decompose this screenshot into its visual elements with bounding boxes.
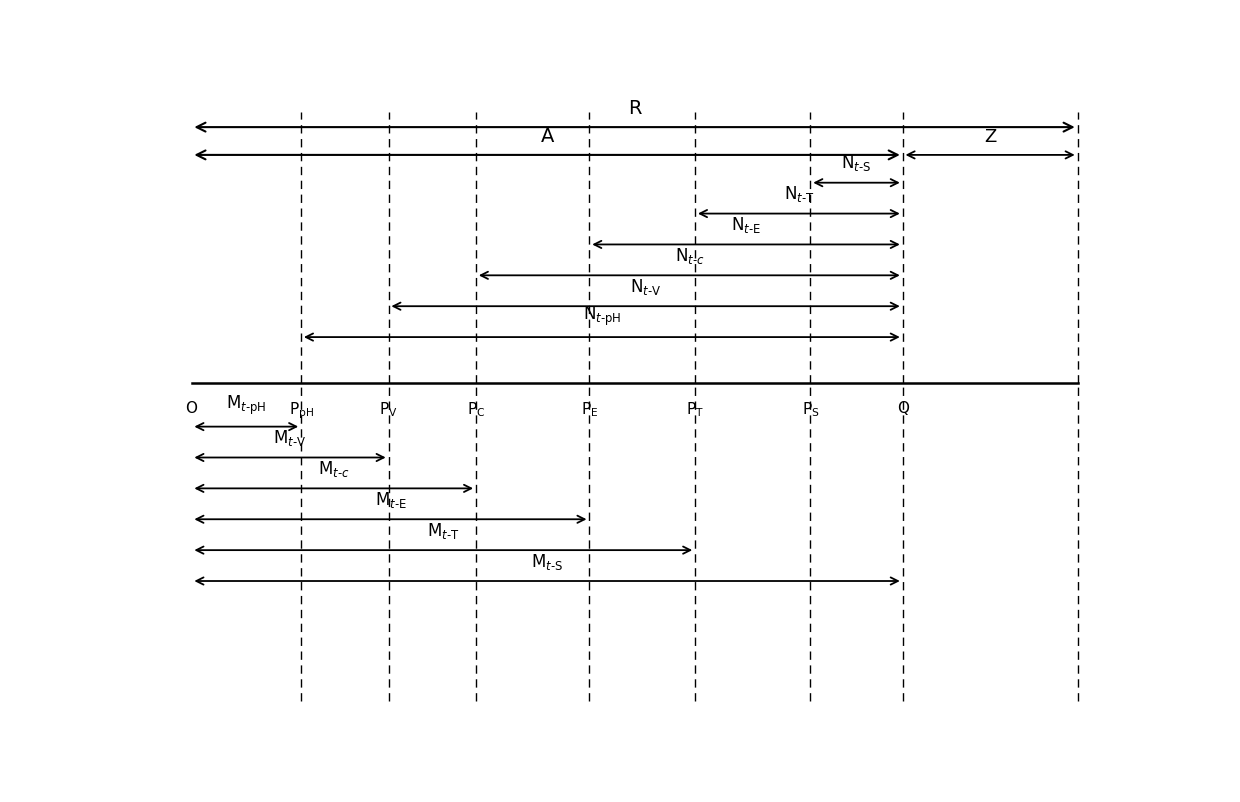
Text: P$_{\mathrm{S}}$: P$_{\mathrm{S}}$: [801, 401, 820, 419]
Text: N$_{t\text{-}c}$: N$_{t\text{-}c}$: [675, 246, 704, 266]
Text: M$_{t\text{-pH}}$: M$_{t\text{-pH}}$: [226, 394, 267, 417]
Text: M$_{t\text{-V}}$: M$_{t\text{-V}}$: [274, 428, 306, 448]
Text: M$_{t\text{-T}}$: M$_{t\text{-T}}$: [427, 520, 460, 541]
Text: Q: Q: [897, 401, 909, 415]
Text: M$_{t\text{-}c}$: M$_{t\text{-}c}$: [317, 459, 350, 479]
Text: N$_{t\text{-E}}$: N$_{t\text{-E}}$: [732, 215, 761, 235]
Text: O: O: [186, 401, 197, 415]
Text: N$_{t\text{-T}}$: N$_{t\text{-T}}$: [784, 184, 815, 205]
Text: P$_{\mathrm{T}}$: P$_{\mathrm{T}}$: [686, 401, 704, 419]
Text: A: A: [541, 127, 554, 146]
Text: R: R: [627, 99, 641, 118]
Text: P$_{\mathrm{V}}$: P$_{\mathrm{V}}$: [379, 401, 398, 419]
Text: M$_{t\text{-S}}$: M$_{t\text{-S}}$: [531, 552, 563, 572]
Text: N$_{t\text{-pH}}$: N$_{t\text{-pH}}$: [583, 305, 621, 328]
Text: P$_{\mathrm{pH}}$: P$_{\mathrm{pH}}$: [289, 401, 314, 421]
Text: P$_{\mathrm{E}}$: P$_{\mathrm{E}}$: [580, 401, 598, 419]
Text: Z: Z: [985, 128, 996, 146]
Text: N$_{t\text{-S}}$: N$_{t\text{-S}}$: [842, 153, 872, 173]
Text: N$_{t\text{-V}}$: N$_{t\text{-V}}$: [630, 277, 661, 297]
Text: P$_{\mathrm{C}}$: P$_{\mathrm{C}}$: [466, 401, 485, 419]
Text: M$_{t\text{-E}}$: M$_{t\text{-E}}$: [374, 490, 407, 510]
